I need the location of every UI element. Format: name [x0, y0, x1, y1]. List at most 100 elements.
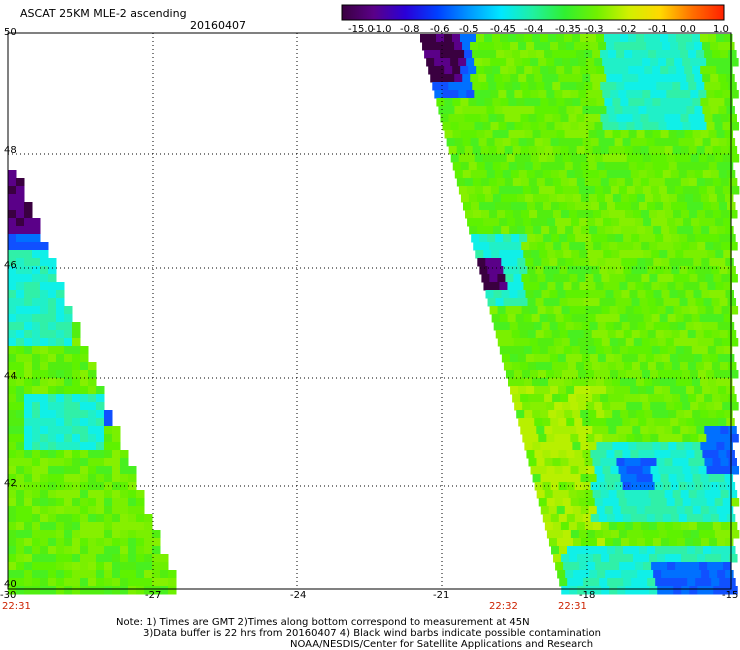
east-swath-cell — [657, 370, 667, 379]
west-swath-cell — [112, 578, 121, 587]
west-swath-cell — [32, 474, 41, 483]
west-swath-cell — [24, 410, 33, 419]
east-swath-cell — [716, 378, 725, 387]
west-swath-cell — [136, 538, 145, 547]
east-swath-cell — [716, 98, 725, 107]
east-swath-cell — [655, 298, 665, 307]
colorbar-label: -0.1 — [648, 24, 668, 35]
east-swath-cell — [515, 314, 525, 323]
east-swath-cell — [577, 210, 586, 219]
west-swath-cell — [112, 458, 121, 467]
east-swath-cell — [655, 362, 665, 371]
east-swath-cell — [648, 394, 657, 403]
east-swath-cell — [552, 178, 562, 187]
east-swath-cell — [686, 74, 695, 83]
east-swath-cell — [524, 66, 533, 75]
east-swath-cell — [656, 50, 665, 59]
east-swath-cell — [686, 482, 696, 491]
east-swath-cell — [653, 258, 662, 267]
east-swath-cell — [702, 546, 712, 555]
east-swath-cell — [580, 130, 590, 139]
west-swath-cell — [48, 338, 57, 347]
west-swath-cell — [32, 226, 41, 235]
west-swath-cell — [24, 346, 33, 355]
east-swath-cell — [518, 386, 527, 395]
east-swath-cell — [616, 426, 625, 435]
west-swath-cell — [24, 242, 33, 251]
east-swath-cell — [714, 434, 723, 443]
east-swath-cell — [450, 154, 460, 163]
map-title: ASCAT 25KM MLE-2 ascending — [20, 7, 187, 20]
east-swath-cell — [680, 50, 689, 59]
east-swath-cell — [509, 354, 519, 363]
east-swath-cell — [597, 354, 607, 363]
east-swath-cell — [652, 410, 661, 419]
east-swath-cell — [564, 538, 574, 547]
east-swath-cell — [633, 338, 643, 347]
east-swath-cell — [542, 170, 552, 179]
west-swath-cell — [16, 386, 25, 395]
west-swath-cell — [48, 466, 57, 475]
east-swath-cell — [476, 66, 485, 75]
east-swath-cell — [639, 298, 649, 307]
east-swath-cell — [706, 530, 716, 539]
east-swath-cell — [426, 58, 435, 67]
west-swath-cell — [72, 362, 81, 371]
east-swath-cell — [503, 330, 513, 339]
east-swath-cell — [728, 178, 738, 187]
east-swath-cell — [450, 122, 460, 131]
east-swath-cell — [598, 42, 607, 51]
east-swath-cell — [484, 66, 493, 75]
east-swath-cell — [724, 66, 733, 75]
west-swath-cell — [120, 458, 129, 467]
east-swath-cell — [524, 378, 533, 387]
east-swath-cell — [722, 498, 732, 507]
west-swath-cell — [88, 434, 97, 443]
x-tick-24: -24 — [290, 590, 307, 601]
east-swath-cell — [694, 386, 703, 395]
west-swath-cell — [88, 386, 97, 395]
east-swath-cell — [594, 154, 604, 163]
west-swath-cell — [96, 514, 105, 523]
west-swath-cell — [80, 450, 89, 459]
east-swath-cell — [498, 154, 508, 163]
east-swath-cell — [622, 170, 632, 179]
east-swath-cell — [638, 138, 648, 147]
east-swath-cell — [656, 178, 666, 187]
east-swath-cell — [617, 370, 627, 379]
west-swath-cell — [48, 378, 57, 387]
east-swath-cell — [528, 458, 537, 467]
east-swath-cell — [602, 122, 612, 131]
east-swath-cell — [616, 490, 626, 499]
east-swath-cell — [585, 554, 594, 563]
west-swath-cell — [64, 362, 73, 371]
east-swath-cell — [597, 322, 607, 331]
east-swath-cell — [680, 82, 689, 91]
west-swath-cell — [56, 522, 65, 531]
east-swath-cell — [542, 386, 551, 395]
east-swath-cell — [460, 34, 469, 43]
east-swath-cell — [458, 186, 468, 195]
east-swath-cell — [718, 170, 728, 179]
east-swath-cell — [478, 202, 488, 211]
east-swath-cell — [693, 570, 702, 579]
east-swath-cell — [548, 98, 557, 107]
east-swath-cell — [532, 378, 541, 387]
east-swath-cell — [544, 146, 554, 155]
east-swath-cell — [637, 570, 646, 579]
west-swath-cell — [40, 522, 49, 531]
east-swath-cell — [579, 250, 588, 259]
east-swath-cell — [696, 146, 706, 155]
east-swath-cell — [632, 394, 641, 403]
west-swath-cell — [104, 466, 113, 475]
east-swath-cell — [637, 322, 647, 331]
east-swath-cell — [710, 482, 720, 491]
west-swath-cell — [56, 386, 65, 395]
east-swath-cell — [616, 178, 626, 187]
east-swath-cell — [555, 562, 564, 571]
west-swath-cell — [80, 362, 89, 371]
west-swath-cell — [104, 410, 113, 419]
east-swath-cell — [588, 34, 597, 43]
x-tick-21: -21 — [433, 590, 450, 601]
colorbar — [341, 4, 725, 21]
